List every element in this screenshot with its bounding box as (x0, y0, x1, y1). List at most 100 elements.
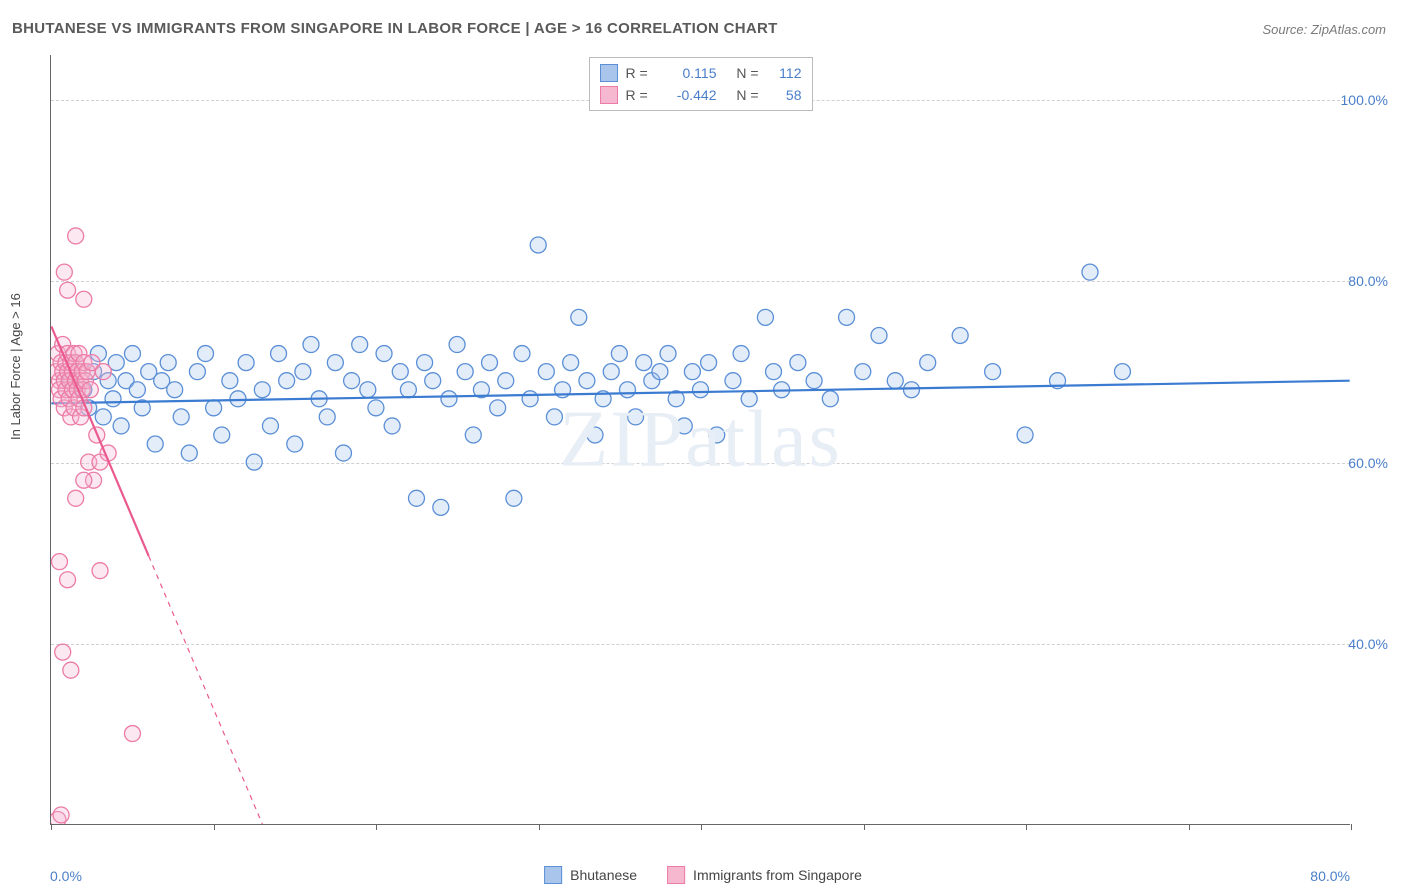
data-point (563, 355, 579, 371)
source-attribution: Source: ZipAtlas.com (1262, 22, 1386, 37)
data-point (449, 337, 465, 353)
n-value: 58 (767, 87, 802, 103)
data-point (701, 355, 717, 371)
legend-series: Bhutanese Immigrants from Singapore (544, 866, 862, 884)
plot-area: R =0.115N =112R =-0.442N =58 ZIPatlas (50, 55, 1350, 825)
r-value: 0.115 (662, 65, 717, 81)
data-point (55, 644, 71, 660)
data-point (433, 499, 449, 515)
legend-stats: R =0.115N =112R =-0.442N =58 (589, 57, 813, 111)
scatter-svg (51, 55, 1350, 824)
data-point (262, 418, 278, 434)
data-point (167, 382, 183, 398)
data-point (124, 726, 140, 742)
data-point (855, 364, 871, 380)
data-point (871, 327, 887, 343)
legend-swatch (544, 866, 562, 884)
data-point (636, 355, 652, 371)
chart-title: BHUTANESE VS IMMIGRANTS FROM SINGAPORE I… (12, 20, 778, 37)
data-point (628, 409, 644, 425)
n-value: 112 (767, 65, 802, 81)
data-point (368, 400, 384, 416)
legend-stats-row: R =0.115N =112 (600, 62, 802, 84)
data-point (384, 418, 400, 434)
data-point (344, 373, 360, 389)
data-point (465, 427, 481, 443)
data-point (766, 364, 782, 380)
x-tick (1026, 824, 1027, 830)
data-point (376, 346, 392, 362)
y-axis-label: In Labor Force | Age > 16 (8, 293, 23, 440)
data-point (619, 382, 635, 398)
x-tick-label: 80.0% (1310, 868, 1350, 884)
data-point (53, 807, 69, 823)
data-point (319, 409, 335, 425)
data-point (660, 346, 676, 362)
legend-item: Immigrants from Singapore (667, 866, 862, 884)
data-point (725, 373, 741, 389)
data-point (603, 364, 619, 380)
data-point (271, 346, 287, 362)
data-point (63, 662, 79, 678)
data-point (124, 346, 140, 362)
data-point (95, 364, 111, 380)
data-point (903, 382, 919, 398)
data-point (254, 382, 270, 398)
y-tick-label: 40.0% (1348, 636, 1388, 652)
data-point (222, 373, 238, 389)
data-point (105, 391, 121, 407)
n-label: N = (725, 65, 759, 81)
legend-swatch (600, 64, 618, 82)
data-point (587, 427, 603, 443)
data-point (490, 400, 506, 416)
n-label: N = (725, 87, 759, 103)
data-point (295, 364, 311, 380)
data-point (441, 391, 457, 407)
data-point (952, 327, 968, 343)
data-point (693, 382, 709, 398)
data-point (546, 409, 562, 425)
data-point (887, 373, 903, 389)
data-point (327, 355, 343, 371)
data-point (214, 427, 230, 443)
data-point (238, 355, 254, 371)
data-point (806, 373, 822, 389)
data-point (514, 346, 530, 362)
legend-label: Immigrants from Singapore (693, 867, 862, 883)
regression-line-extrap (149, 556, 263, 824)
x-tick (214, 824, 215, 830)
data-point (1017, 427, 1033, 443)
data-point (246, 454, 262, 470)
data-point (76, 291, 92, 307)
data-point (538, 364, 554, 380)
data-point (56, 264, 72, 280)
x-tick-label: 0.0% (50, 868, 82, 884)
data-point (189, 364, 205, 380)
data-point (571, 309, 587, 325)
data-point (684, 364, 700, 380)
data-point (147, 436, 163, 452)
data-point (409, 490, 425, 506)
data-point (506, 490, 522, 506)
data-point (230, 391, 246, 407)
data-point (425, 373, 441, 389)
legend-label: Bhutanese (570, 867, 637, 883)
x-tick (1351, 824, 1352, 830)
data-point (181, 445, 197, 461)
x-tick (701, 824, 702, 830)
data-point (68, 228, 84, 244)
data-point (482, 355, 498, 371)
data-point (60, 282, 76, 298)
legend-swatch (667, 866, 685, 884)
data-point (417, 355, 433, 371)
legend-item: Bhutanese (544, 866, 637, 884)
data-point (68, 490, 84, 506)
data-point (985, 364, 1001, 380)
data-point (920, 355, 936, 371)
y-tick-label: 60.0% (1348, 455, 1388, 471)
data-point (287, 436, 303, 452)
data-point (676, 418, 692, 434)
data-point (652, 364, 668, 380)
data-point (392, 364, 408, 380)
data-point (198, 346, 214, 362)
